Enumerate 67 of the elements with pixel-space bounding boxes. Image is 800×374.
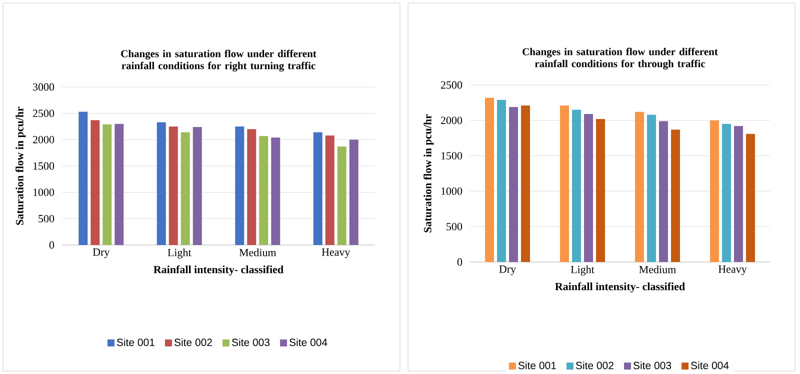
bar <box>247 129 256 245</box>
bar <box>521 106 530 262</box>
chart-title: Changes in saturation flow under different rainfall conditions for right turning traffic <box>121 50 316 72</box>
bar <box>722 124 731 262</box>
y-tick-label: 2000 <box>440 116 462 124</box>
x-tick-label: Dry <box>499 266 516 276</box>
bar <box>584 114 593 262</box>
legend-label: Site 001 <box>116 338 154 346</box>
bar <box>313 132 322 245</box>
bar <box>647 114 656 262</box>
bar <box>78 112 88 245</box>
y-tick-label: 1000 <box>441 187 462 195</box>
legend-label: Site 002 <box>174 338 212 346</box>
bar <box>102 124 112 245</box>
bar <box>271 138 280 245</box>
bar <box>710 120 719 262</box>
y-tick-label: 500 <box>38 214 54 222</box>
bar <box>572 110 581 262</box>
x-tick-label: Medium <box>639 266 676 274</box>
legend-label: Site 001 <box>518 362 556 370</box>
bar <box>337 146 346 245</box>
bar <box>192 127 202 245</box>
y-tick-label: 1000 <box>33 188 54 196</box>
bar <box>180 132 190 245</box>
bar <box>114 124 124 245</box>
x-axis-title: Rainfall intensity- classified <box>154 265 284 276</box>
x-axis-title: Rainfall intensity- classified <box>555 282 685 293</box>
y-tick-label: 500 <box>446 222 462 230</box>
bar <box>156 122 166 245</box>
bar <box>746 134 755 262</box>
y-tick-label: 3000 <box>33 83 54 91</box>
legend-label: Site 004 <box>690 362 729 370</box>
x-tick-label: Heavy <box>322 248 350 258</box>
legend-label: Site 003 <box>633 362 672 370</box>
chart-title: Changes in saturation flow under different rainfall conditions for through traffic <box>522 48 718 70</box>
bar <box>485 98 494 262</box>
x-tick-label: Medium <box>239 248 276 256</box>
x-tick-label: Light <box>570 266 594 276</box>
bar <box>259 136 268 245</box>
bar <box>734 126 743 262</box>
legend-label: Site 004 <box>290 338 328 346</box>
y-tick-label: 2500 <box>32 110 54 118</box>
y-tick-label: 2000 <box>32 136 54 144</box>
bar <box>349 140 358 245</box>
y-tick-label: 1500 <box>441 152 462 160</box>
bar <box>497 100 506 262</box>
y-tick-label: 1500 <box>33 162 54 170</box>
bar <box>325 135 334 245</box>
bar <box>90 120 100 245</box>
y-tick-label: 0 <box>457 258 462 266</box>
bar <box>560 106 570 262</box>
x-tick-label: Light <box>168 248 192 259</box>
x-tick-label: Heavy <box>718 266 747 276</box>
y-tick-label: 0 <box>49 241 54 249</box>
bar <box>671 130 680 262</box>
x-tick-label: Dry <box>92 248 110 258</box>
bar <box>635 112 644 262</box>
y-axis-title: Saturation flow in pcu/hr <box>16 106 26 225</box>
bar <box>168 126 178 245</box>
bar <box>596 118 605 262</box>
y-tick-label: 2500 <box>440 81 462 89</box>
legend-label: Site 002 <box>576 362 614 370</box>
bar <box>659 121 668 262</box>
bar <box>509 106 518 262</box>
y-axis-title: Saturation flow in pcu/hr <box>424 114 434 232</box>
bar <box>235 126 244 245</box>
legend-label: Site 003 <box>232 338 270 346</box>
